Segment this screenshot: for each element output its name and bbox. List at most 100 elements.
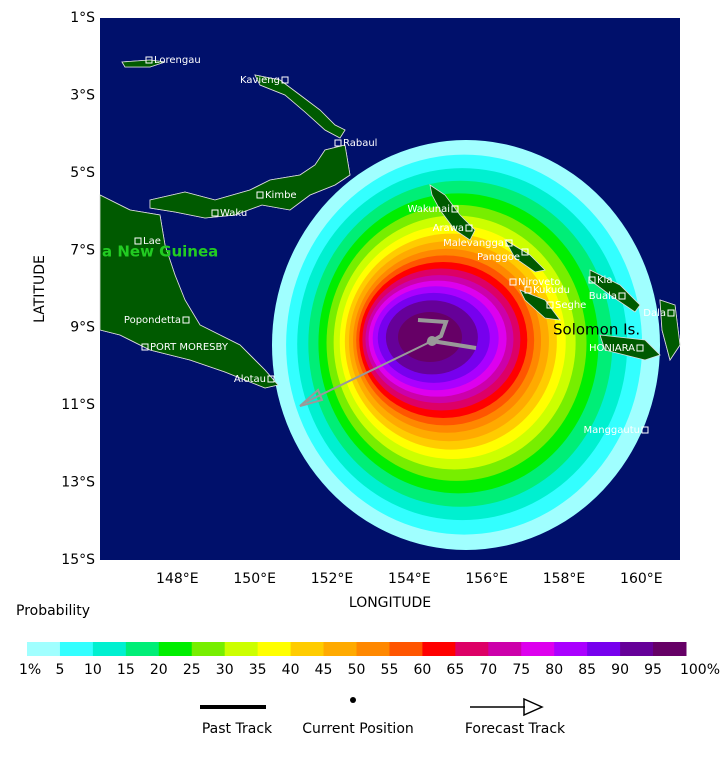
place-label: Kukudu [533,285,570,296]
legend-label: 80 [545,662,563,678]
place-label: Kia [597,275,612,286]
place-marker [667,309,675,317]
place-label: Panggoe [477,252,520,263]
legend-swatch [389,642,423,656]
legend-label: 1% [19,662,41,678]
legend-label: 90 [611,662,629,678]
legend-swatch [92,642,127,656]
legend-swatch [59,642,94,656]
lon-tick-label: 156°E [465,571,508,587]
legend-label: 85 [578,662,596,678]
legend-swatch [521,642,555,656]
lon-tick-label: 148°E [156,571,199,587]
place-label: Lorengau [154,55,201,66]
lat-tick-label: 5°S [70,165,95,181]
legend-swatch [455,642,489,656]
legend-label: 60 [413,662,431,678]
lat-tick-label: 3°S [70,87,95,103]
legend-swatch [158,642,193,656]
place-marker [636,344,644,352]
place-marker [465,224,473,232]
place-label: Arawa [433,223,464,234]
legend-swatch [257,642,292,656]
legend-label: 50 [348,662,366,678]
legend-key: Current Position [302,721,414,737]
legend-label: 100% [680,662,720,678]
place-marker [211,209,219,217]
place-label: Rabaul [343,138,377,149]
lat-tick-label: 11°S [61,397,95,413]
legend-label: 70 [479,662,497,678]
region-label: a New Guinea [102,243,218,261]
place-marker [524,286,532,294]
legend-label: 10 [84,662,102,678]
legend-key: Past Track [202,721,273,737]
legend-label: 5 [55,662,64,678]
legend-label: 95 [644,662,662,678]
place-marker [134,237,142,245]
legend-label: 25 [183,662,201,678]
place-marker [546,301,554,309]
place-marker [145,56,153,64]
legend-swatch [27,642,61,656]
past-track [417,318,477,350]
legend-label: 40 [282,662,300,678]
legend-title: Probability [16,603,90,619]
lon-tick-label: 158°E [543,571,586,587]
forecast-arrowhead [299,388,324,407]
place-marker [618,292,626,300]
legend-swatch [125,642,160,656]
legend-key: Forecast Track [465,721,566,737]
legend-label: 55 [381,662,399,678]
legend-swatch [422,642,456,656]
legend-swatch [356,642,390,656]
place-label: Lae [143,236,161,247]
legend-swatch [323,642,357,656]
legend-label: 30 [216,662,234,678]
place-label: Njroveto [518,277,560,288]
place-label: Seghe [555,300,586,311]
legend-swatch [554,642,588,656]
legend-swatch [191,642,226,656]
place-label: Malevangga [443,238,504,249]
place-label: Buala [589,291,617,302]
legend-label: 75 [512,662,530,678]
legend-swatch [653,642,687,656]
lon-tick-label: 154°E [388,571,431,587]
forecast-arrow-key [523,697,544,717]
tracks [299,318,477,407]
current-position-key [350,697,356,703]
place-label: Kimbe [265,190,297,201]
place-label: PORT MORESBY [150,342,229,353]
place-marker [505,239,513,247]
legend-swatch [620,642,654,656]
y-axis-label: LATITUDE [32,255,48,323]
region-label: Solomon Is. [553,321,640,339]
place-marker [641,426,649,434]
forecast-track [303,340,433,404]
place-label: Kavieng [240,75,280,86]
place-label: Waku [220,208,247,219]
legend-label: 20 [150,662,168,678]
lat-tick-label: 15°S [61,552,95,568]
place-marker [588,276,596,284]
legend-label: 15 [117,662,135,678]
lon-tick-label: 160°E [620,571,663,587]
x-axis-label: LONGITUDE [349,595,431,611]
place-label: Dala [643,308,666,319]
place-marker [509,278,517,286]
legend-swatch [290,642,325,656]
legend-swatch [587,642,621,656]
legend-label: 35 [249,662,267,678]
legend-label: 45 [315,662,333,678]
legend-label: 65 [446,662,464,678]
place-marker [521,248,529,256]
place-marker [141,343,149,351]
lat-tick-label: 9°S [70,320,95,336]
place-marker [182,316,190,324]
lat-tick-label: 13°S [61,475,95,491]
place-label: HONIARA [589,343,635,354]
place-marker [256,191,264,199]
place-label: Alotau [234,374,266,385]
